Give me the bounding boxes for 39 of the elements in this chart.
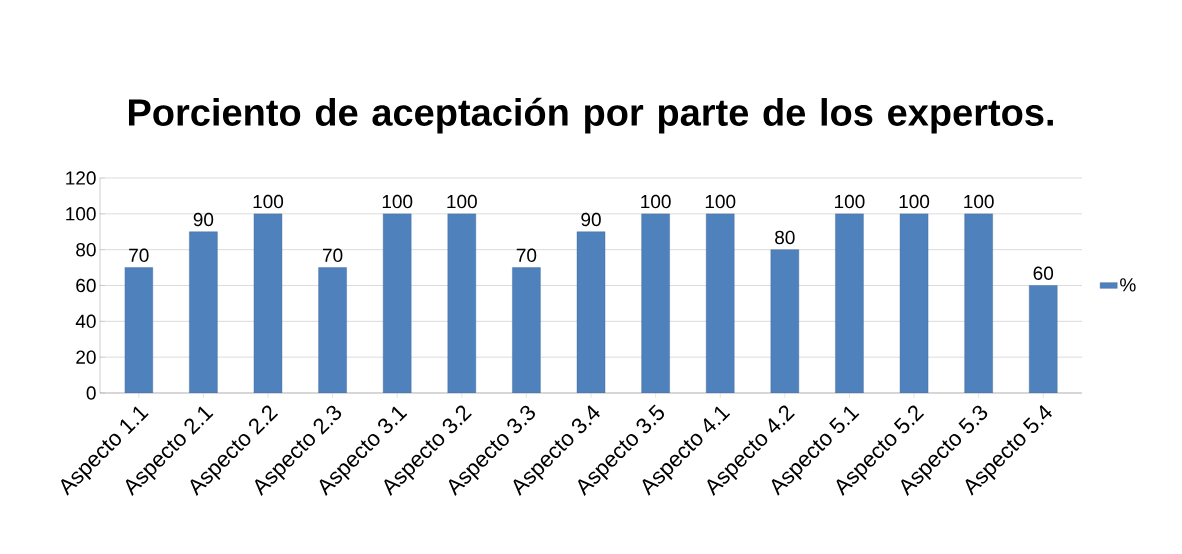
bar [189, 231, 218, 393]
bar [447, 213, 476, 393]
data-label: 100 [705, 194, 736, 209]
data-label: 60 [1033, 266, 1054, 280]
bar [253, 213, 283, 393]
data-label: 70 [129, 248, 149, 263]
data-label: 100 [447, 194, 477, 209]
bar [835, 213, 864, 393]
y-tick-label: 100 [66, 207, 96, 221]
bar [318, 267, 347, 393]
bar [706, 213, 735, 393]
data-label: 100 [253, 194, 284, 209]
data-label: 90 [581, 212, 601, 227]
data-label: 100 [899, 194, 930, 209]
y-tick-label: 0 [86, 386, 96, 400]
bar [770, 249, 800, 393]
legend-label: % [1120, 278, 1136, 292]
data-label: 90 [193, 212, 214, 227]
bar [964, 213, 993, 393]
y-tick-label: 120 [66, 171, 96, 185]
bar [124, 267, 153, 393]
y-tick-label: 40 [75, 314, 96, 329]
bar [899, 213, 929, 393]
chart-title: Porciento de aceptación por parte de los expertos. [128, 97, 1053, 134]
data-label: 70 [516, 248, 537, 263]
data-label: 80 [775, 230, 795, 245]
data-label: 70 [322, 248, 343, 263]
data-label: 100 [382, 194, 413, 209]
y-tick-label: 60 [76, 278, 96, 293]
y-tick-label: 20 [76, 350, 96, 364]
bar [641, 213, 670, 393]
bar [512, 267, 541, 393]
bar [576, 231, 606, 393]
y-tick-label: 80 [76, 242, 96, 257]
data-label: 100 [964, 194, 994, 209]
data-label: 100 [641, 194, 671, 209]
bar [382, 213, 412, 393]
data-label: 100 [835, 194, 865, 209]
bar [1029, 285, 1058, 393]
